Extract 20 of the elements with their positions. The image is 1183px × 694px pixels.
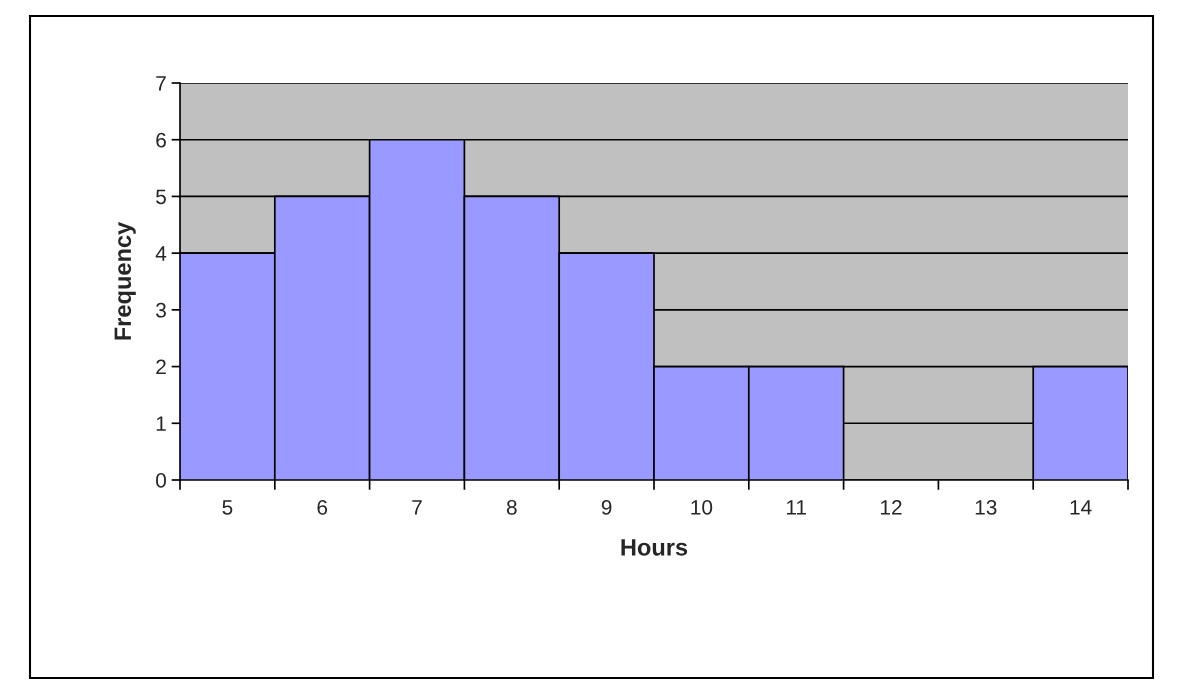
x-tick-label: 5 bbox=[222, 500, 233, 515]
y-tick-label: 6 bbox=[156, 132, 166, 148]
x-tick-label: 12 bbox=[881, 499, 902, 515]
y-tick-label: 4 bbox=[155, 246, 167, 261]
x-tick-label: 8 bbox=[506, 499, 517, 515]
y-tick-label: 3 bbox=[156, 302, 166, 318]
y-axis-title: Frequency bbox=[114, 221, 136, 340]
y-tick-label: 7 bbox=[156, 76, 166, 91]
x-tick-label: 11 bbox=[786, 500, 806, 515]
x-axis-title: Hours bbox=[621, 539, 688, 556]
x-tick-label: 6 bbox=[317, 499, 328, 515]
x-tick-label: 9 bbox=[601, 499, 612, 515]
x-tick-label: 14 bbox=[1070, 500, 1092, 515]
y-tick-label: 5 bbox=[156, 189, 166, 205]
x-tick-label: 7 bbox=[412, 500, 422, 515]
x-tick-label: 10 bbox=[691, 499, 713, 515]
y-tick-label: 1 bbox=[156, 416, 166, 431]
y-tick-label: 0 bbox=[156, 473, 166, 488]
y-tick-label: 2 bbox=[156, 359, 166, 375]
x-tick-label: 13 bbox=[975, 499, 997, 515]
